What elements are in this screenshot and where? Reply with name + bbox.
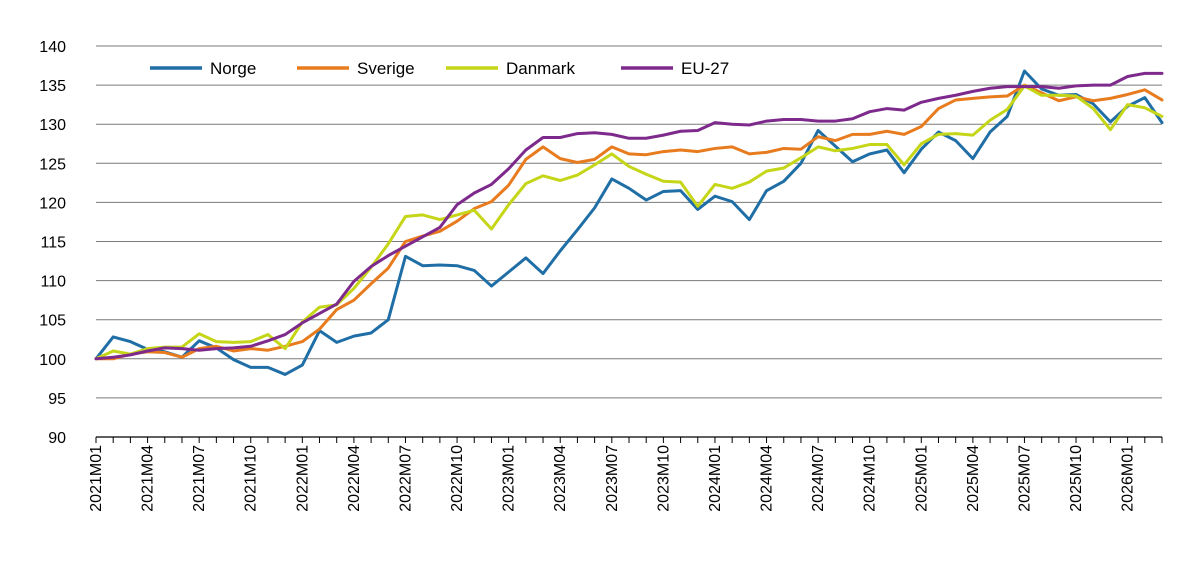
y-tick-label: 125 [39, 156, 66, 173]
y-tick-label: 130 [39, 117, 66, 134]
series-lines [94, 69, 1164, 376]
x-tick-label: 2022M10 [449, 445, 466, 512]
x-tick-label: 2021M10 [243, 445, 260, 512]
y-tick-label: 115 [40, 235, 66, 252]
legend-label-eu-27: EU-27 [681, 59, 729, 78]
legend-label-norge: Norge [210, 59, 256, 78]
y-tick-label: 110 [40, 274, 66, 291]
x-tick-label: 2025M10 [1068, 445, 1085, 512]
x-tick-label: 2022M01 [294, 445, 311, 512]
gridlines [96, 45, 1162, 399]
x-tick-label: 2021M07 [191, 445, 208, 512]
series-line-norge [94, 69, 1164, 376]
x-tick-label: 2025M04 [965, 445, 982, 512]
y-tick-label: 95 [48, 391, 66, 408]
legend-label-danmark: Danmark [506, 59, 575, 78]
x-tick-label: 2022M07 [397, 445, 414, 512]
series-line-danmark [94, 84, 1164, 361]
x-tick-label: 2021M01 [88, 445, 105, 512]
x-tick-label: 2023M07 [604, 445, 621, 512]
x-axis [95, 436, 1163, 443]
x-tick-label: 2026M01 [1120, 445, 1137, 512]
series-line-eu-27 [94, 71, 1164, 361]
y-tick-label: 120 [39, 195, 66, 212]
x-tick-label: 2024M07 [810, 445, 827, 512]
x-tick-label: 2025M07 [1016, 445, 1033, 512]
y-tick-label: 105 [39, 313, 66, 330]
x-axis-ticks: 2021M01 2021M04 2021M07 2021M10 2022M01 2022M… [88, 445, 1137, 512]
series-line-sverige [94, 83, 1164, 361]
x-tick-label: 2023M01 [501, 445, 518, 512]
x-tick-label: 2025M01 [913, 445, 930, 512]
x-tick-label: 2021M04 [140, 445, 157, 512]
x-tick-label: 2023M10 [655, 445, 672, 512]
legend-label-sverige: Sverige [357, 59, 415, 78]
x-tick-label: 2022M04 [346, 445, 363, 512]
legend: Norge Sverige Danmark EU-27 [150, 59, 729, 78]
y-tick-label: 100 [39, 352, 66, 369]
x-tick-label: 2024M01 [707, 445, 724, 512]
y-tick-label: 90 [48, 430, 66, 447]
y-tick-label: 140 [39, 39, 66, 56]
x-tick-label: 2023M04 [552, 445, 569, 512]
x-tick-label: 2024M04 [759, 445, 776, 512]
x-tick-label: 2024M10 [862, 445, 879, 512]
y-axis-ticks: 90 95 100 105 110 115 120 125 130 135 140 [39, 39, 66, 447]
y-tick-label: 135 [39, 78, 66, 95]
